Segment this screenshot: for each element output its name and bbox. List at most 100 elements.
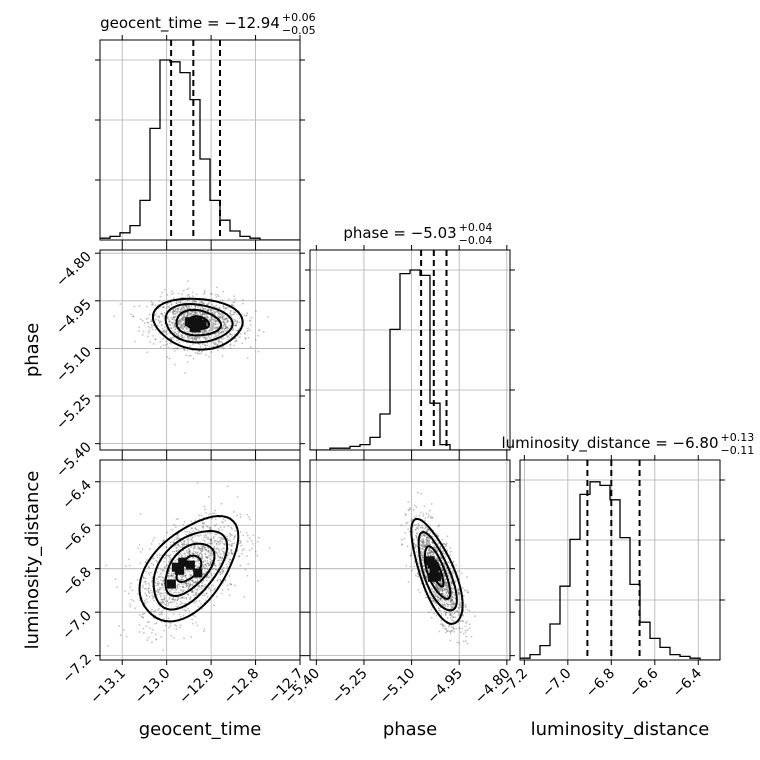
scatter-point (427, 569, 430, 572)
scatter-point (185, 609, 187, 612)
scatter-point (422, 561, 425, 564)
scatter-point (423, 569, 426, 571)
scatter-point (195, 528, 198, 531)
scatter-point (462, 614, 465, 617)
scatter-point (148, 584, 151, 587)
scatter-point (183, 556, 186, 559)
scatter-point (167, 574, 169, 577)
scatter-point (207, 303, 210, 305)
scatter-point (161, 601, 164, 604)
scatter-point (180, 308, 182, 311)
scatter-point (445, 592, 448, 594)
scatter-point (203, 313, 206, 316)
scatter-point (180, 296, 183, 299)
scatter-point (445, 585, 448, 587)
scatter-point (451, 598, 454, 601)
scatter-point (159, 595, 162, 598)
scatter-point (434, 594, 437, 597)
scatter-point (466, 629, 469, 631)
scatter-point (164, 624, 167, 627)
scatter-point (446, 595, 449, 597)
scatter-point (150, 631, 153, 634)
scatter-point (227, 525, 230, 527)
scatter-point (176, 584, 179, 587)
scatter-point (229, 535, 232, 537)
scatter-point (431, 535, 434, 538)
scatter-point (169, 324, 172, 327)
scatter-point (444, 582, 447, 585)
tick-label-x: −5.10 (377, 666, 419, 708)
scatter-point (213, 326, 216, 329)
scatter-point (205, 549, 208, 552)
scatter-point (437, 559, 440, 562)
scatter-point (188, 609, 191, 612)
scatter-point (432, 542, 435, 545)
scatter-point (424, 545, 427, 548)
x-axis-label-geocent_time: geocent_time (139, 719, 262, 740)
scatter-point (154, 582, 157, 584)
scatter-point (208, 572, 211, 574)
scatter-point (206, 315, 208, 318)
scatter-point (198, 535, 200, 537)
scatter-point (185, 328, 188, 331)
scatter-point (218, 306, 221, 309)
scatter-point (438, 597, 441, 600)
scatter-point (166, 600, 169, 603)
scatter-point (199, 311, 201, 314)
contour-level-0 (138, 514, 240, 623)
scatter-point (245, 531, 248, 534)
scatter-point (224, 579, 227, 582)
scatter-point (207, 562, 210, 565)
contour-level-0 (410, 517, 464, 625)
scatter-point (208, 513, 211, 516)
scatter-point (178, 583, 181, 586)
scatter-point (444, 589, 447, 591)
scatter-point (142, 616, 144, 619)
scatter-point (404, 512, 407, 515)
scatter-point (424, 526, 427, 529)
scatter-point (172, 317, 175, 319)
scatter-point (176, 347, 179, 350)
scatter-point (192, 299, 195, 302)
scatter-point (224, 322, 226, 325)
scatter-point (254, 550, 257, 553)
scatter-point (258, 329, 261, 331)
scatter-point (163, 578, 166, 581)
scatter-point (187, 287, 190, 290)
scatter-point (450, 619, 453, 621)
scatter-point (178, 319, 181, 321)
scatter-point (173, 310, 176, 312)
scatter-point (463, 589, 466, 592)
scatter-point (145, 598, 148, 601)
scatter-point (184, 569, 187, 571)
scatter-point (183, 315, 185, 318)
scatter-point (224, 327, 227, 330)
scatter-point (141, 548, 144, 551)
scatter-point (217, 547, 220, 550)
scatter-point (234, 319, 237, 322)
scatter-point (420, 544, 422, 547)
scatter-point (206, 567, 209, 570)
scatter-point (209, 532, 211, 535)
scatter-point (182, 315, 185, 318)
scatter-point (124, 565, 127, 568)
scatter-point (436, 557, 439, 559)
scatter-point (150, 610, 153, 613)
scatter-point (176, 330, 179, 333)
scatter-point (203, 546, 206, 549)
scatter-point (177, 597, 180, 600)
scatter-point (416, 575, 419, 578)
scatter-point (197, 529, 200, 532)
scatter-point (217, 331, 220, 334)
scatter-point (446, 595, 449, 598)
scatter-point (210, 309, 213, 311)
scatter-point (236, 313, 238, 316)
scatter-point (234, 324, 237, 327)
scatter-point (165, 546, 168, 549)
scatter-point (241, 299, 244, 301)
scatter-point (207, 547, 210, 550)
scatter-point (249, 320, 252, 323)
scatter-point (222, 321, 225, 323)
scatter-point (172, 326, 175, 328)
scatter-point (267, 316, 269, 318)
